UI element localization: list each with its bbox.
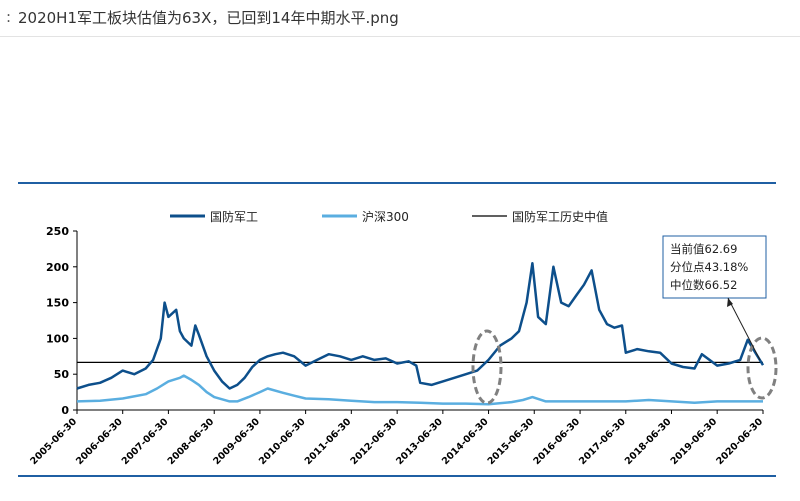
x-tick-label: 2017-06-30 [577,416,628,467]
x-tick-label: 2009-06-30 [211,416,262,467]
x-tick-label: 2020-06-30 [714,416,765,467]
legend: 国防军工 沪深300 国防军工历史中值 [170,209,608,224]
x-tick-label: 2006-06-30 [74,416,125,467]
y-tick-label: 100 [46,332,69,345]
x-tick-label: 2012-06-30 [349,416,400,467]
legend-item-defense: 国防军工 [170,209,258,224]
legend-item-csi300: 沪深300 [322,210,409,224]
x-tick-label: 2014-06-30 [440,416,491,467]
x-tick-label: 2013-06-30 [394,416,445,467]
annotation-line-median: 中位数66.52 [670,278,737,292]
annotation-pointer [727,297,761,361]
series-layer [76,261,765,406]
annotation-arrowhead [727,298,733,307]
y-tick-label: 150 [46,297,69,310]
defense-line [76,261,765,390]
legend-item-median: 国防军工历史中值 [472,209,608,224]
x-tick-label: 2010-06-30 [257,416,308,467]
x-tick-label: 2005-06-30 [28,416,79,467]
x-tick-label: 2016-06-30 [531,416,582,467]
x-tick-label: 2015-06-30 [486,416,537,467]
annotation-frame [662,235,767,299]
y-tick-label: 50 [54,368,70,381]
csi300-line [76,374,763,406]
legend-label-csi300: 沪深300 [362,210,409,224]
x-tick-label: 2011-06-30 [303,416,354,467]
highlight-ellipse-2014 [471,329,503,405]
annotation-line-current: 当前值62.69 [670,242,737,256]
annotation-line-percentile: 分位点43.18% [670,260,748,274]
legend-label-defense: 国防军工 [210,209,258,224]
legend-label-median: 国防军工历史中值 [512,209,608,224]
window-titlebar: : 2020H1军工板块估值为63X，已回到14年中期水平.png [0,0,800,37]
highlight-ellipse-2020 [746,336,778,400]
y-tick-label: 200 [46,261,69,274]
x-tick-label: 2019-06-30 [669,416,720,467]
annotation-box: 当前值62.69 分位点43.18% 中位数66.52 [662,235,767,299]
y-tick-label: 0 [61,404,69,417]
axes: 0 50 100 150 200 250 2005-06-302006-06-302007-… [28,225,765,467]
file-name: 2020H1军工板块估值为63X，已回到14年中期水平.png [18,9,399,27]
x-tick-label: 2007-06-30 [120,416,171,467]
y-tick-label: 250 [46,225,69,238]
title-prefix: : [6,8,12,26]
x-tick-label: 2018-06-30 [623,416,674,467]
x-tick-label: 2008-06-30 [166,416,217,467]
